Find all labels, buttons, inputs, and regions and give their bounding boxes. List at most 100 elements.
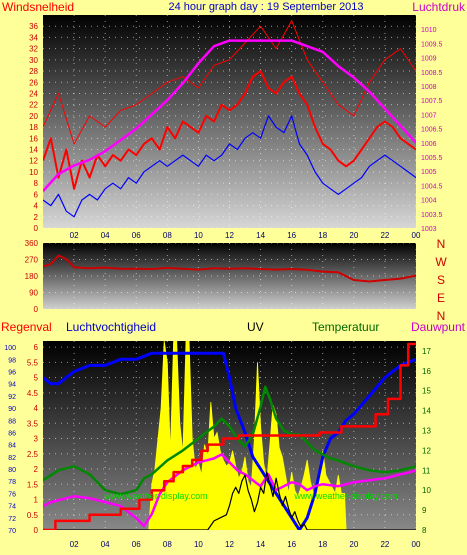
rain-tick-label: 5 bbox=[34, 374, 39, 383]
humidity-tick-label: 98 bbox=[8, 357, 16, 364]
watermark-text: www.weather-display.com bbox=[293, 491, 397, 501]
time-tick-label: 22 bbox=[380, 231, 389, 240]
watermark-text: www.weather-display.com bbox=[103, 491, 207, 501]
rain-tick-label: 0.5 bbox=[27, 511, 39, 520]
wind-tick-label: 12 bbox=[29, 157, 38, 166]
pressure-tick-label: 1003 bbox=[421, 226, 437, 233]
direction-tick-label: 0 bbox=[34, 305, 39, 314]
wind-tick-label: 36 bbox=[29, 22, 38, 31]
wind-tick-label: 8 bbox=[34, 179, 39, 188]
time-tick-label: 16 bbox=[287, 231, 296, 240]
uv-axis-label: UV bbox=[247, 320, 264, 334]
time-tick-label: 06 bbox=[132, 231, 141, 240]
rain-tick-label: 2 bbox=[34, 465, 39, 474]
pressure-tick-label: 1005.5 bbox=[421, 155, 443, 162]
compass-label: S bbox=[437, 273, 445, 287]
rain-tick-label: 1 bbox=[34, 496, 39, 505]
pressure-line bbox=[43, 39, 416, 192]
rain-tick-label: 3.5 bbox=[27, 419, 39, 428]
humidity-left-axis: 70 72 74 76 78 80 82 84 86 88 90 92 94 96 98 100 bbox=[4, 345, 16, 535]
time-tick-label: 02 bbox=[70, 540, 79, 549]
rain-line bbox=[43, 342, 416, 530]
pressure-tick-label: 1010 bbox=[421, 27, 437, 34]
temperature-tick-label: 11 bbox=[422, 466, 431, 475]
compass-label: E bbox=[437, 291, 445, 305]
wind-tick-label: 4 bbox=[34, 202, 39, 211]
time-tick-label: 14 bbox=[256, 231, 265, 240]
time-tick-label: 12 bbox=[225, 540, 234, 549]
time-tick-label: 10 bbox=[194, 540, 203, 549]
time-tick-label: 02 bbox=[70, 231, 79, 240]
rain-tick-label: 3 bbox=[34, 435, 39, 444]
climate-time-axis: 02 04 06 08 10 12 14 16 18 20 22 00 bbox=[70, 540, 421, 549]
rain-left-axis: 0 0.5 1 1.5 2 2.5 3 3.5 4 4.5 5 5.5 6 bbox=[27, 343, 39, 535]
temperature-tick-label: 9 bbox=[422, 506, 427, 515]
uv-area bbox=[43, 341, 416, 530]
wind-time-axis: 02 04 06 08 10 12 14 16 18 20 22 00 bbox=[70, 231, 421, 240]
pressure-right-axis: 1003 1003.5 1004 1004.5 1005 1005.5 1006 1006.5… bbox=[421, 27, 443, 233]
wind-tick-label: 34 bbox=[29, 33, 38, 42]
wind-tick-label: 20 bbox=[29, 112, 38, 121]
wind-speed-line bbox=[43, 70, 416, 190]
temperature-tick-label: 16 bbox=[422, 367, 431, 376]
rain-tick-label: 4 bbox=[34, 404, 39, 413]
pressure-tick-label: 1009.5 bbox=[421, 41, 443, 48]
compass-label: N bbox=[437, 309, 446, 323]
time-tick-label: 00 bbox=[412, 540, 421, 549]
humidity-tick-label: 70 bbox=[8, 528, 16, 535]
humidity-tick-label: 74 bbox=[8, 504, 16, 511]
pressure-tick-label: 1007 bbox=[421, 112, 437, 119]
pressure-tick-label: 1008.5 bbox=[421, 70, 443, 77]
temperature-tick-label: 12 bbox=[422, 446, 431, 455]
humidity-tick-label: 72 bbox=[8, 516, 16, 523]
rain-tick-label: 2.5 bbox=[27, 450, 39, 459]
wind-tick-label: 6 bbox=[34, 190, 39, 199]
humidity-tick-label: 92 bbox=[8, 394, 16, 401]
humidity-tick-label: 86 bbox=[8, 430, 16, 437]
temperature-tick-label: 10 bbox=[422, 486, 431, 495]
time-tick-label: 18 bbox=[318, 231, 327, 240]
time-tick-label: 08 bbox=[163, 231, 172, 240]
pressure-tick-label: 1004 bbox=[421, 198, 437, 205]
time-tick-label: 06 bbox=[132, 540, 141, 549]
time-tick-label: 04 bbox=[101, 231, 110, 240]
wind-tick-label: 16 bbox=[29, 134, 38, 143]
pressure-tick-label: 1003.5 bbox=[421, 212, 443, 219]
temperature-right-axis: 8 9 10 11 12 13 14 15 16 17 bbox=[422, 347, 431, 535]
humidity-line bbox=[43, 351, 416, 530]
watermark: www.weather-display.com www.weather-disp… bbox=[103, 491, 397, 501]
wind-gust-line bbox=[43, 20, 416, 145]
wind-series bbox=[43, 20, 416, 218]
dewpoint-line bbox=[43, 453, 416, 528]
time-tick-label: 14 bbox=[256, 540, 265, 549]
compass-label: N bbox=[437, 237, 446, 251]
time-tick-label: 20 bbox=[349, 231, 358, 240]
pressure-tick-label: 1006 bbox=[421, 141, 437, 148]
wind-tick-label: 0 bbox=[34, 224, 39, 233]
humidity-tick-label: 94 bbox=[8, 382, 16, 389]
temperature-tick-label: 8 bbox=[422, 526, 427, 535]
compass-label: W bbox=[435, 255, 447, 269]
wind-tick-label: 30 bbox=[29, 56, 38, 65]
pressure-tick-label: 1006.5 bbox=[421, 127, 443, 134]
time-tick-label: 18 bbox=[318, 540, 327, 549]
humidity-tick-label: 80 bbox=[8, 467, 16, 474]
direction-series bbox=[43, 254, 416, 283]
wind-average-line bbox=[43, 115, 416, 218]
wind-tick-label: 26 bbox=[29, 78, 38, 87]
rain-tick-label: 0 bbox=[34, 526, 39, 535]
wind-tick-label: 14 bbox=[29, 146, 38, 155]
temperature-tick-label: 15 bbox=[422, 387, 431, 396]
pressure-tick-label: 1008 bbox=[421, 84, 437, 91]
wind-tick-label: 22 bbox=[29, 101, 38, 110]
humidity-axis-label: Luchtvochtigheid bbox=[66, 320, 156, 334]
temperature-tick-label: 13 bbox=[422, 427, 431, 436]
chart-title: 24 hour graph day : 19 September 2013 bbox=[168, 1, 363, 13]
humidity-tick-label: 82 bbox=[8, 455, 16, 462]
wind-tick-label: 24 bbox=[29, 89, 38, 98]
pressure-axis-label: Luchtdruk bbox=[412, 0, 466, 14]
time-tick-label: 08 bbox=[163, 540, 172, 549]
direction-grid bbox=[43, 242, 417, 310]
direction-tick-label: 90 bbox=[29, 289, 38, 298]
